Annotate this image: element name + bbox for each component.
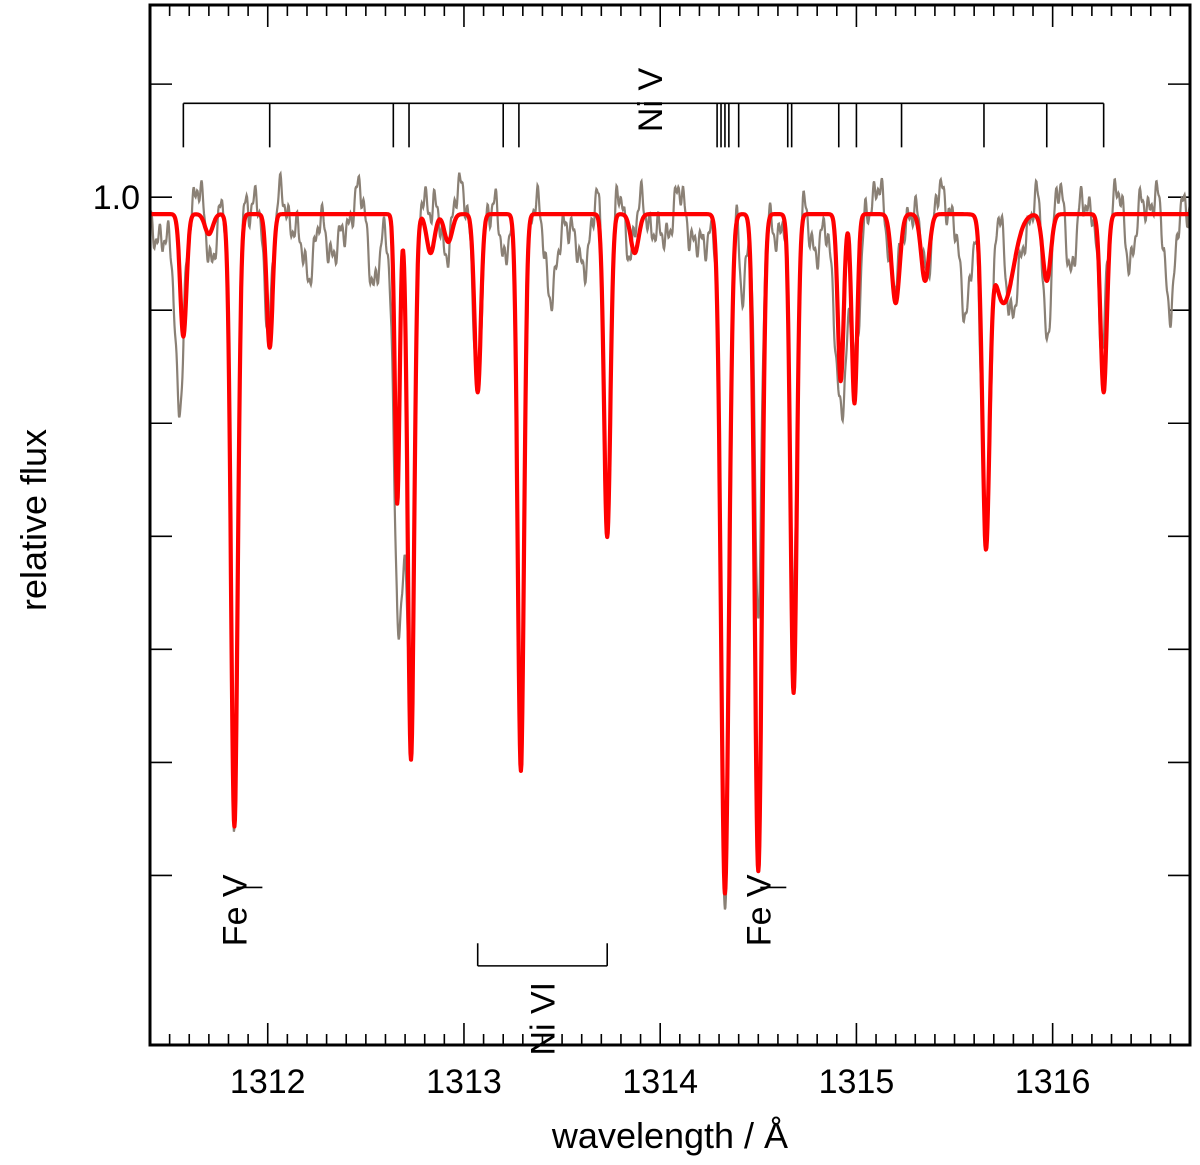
observed-spectrum-line <box>148 170 1191 910</box>
model-spectrum-line <box>148 212 1192 896</box>
x-tick-label: 1313 <box>426 1063 502 1101</box>
x-tick-label: 1315 <box>819 1063 895 1101</box>
ni-v-label: Ni V <box>632 68 670 133</box>
fe-v-2-label: Fe V <box>740 874 778 946</box>
x-tick-label: 1316 <box>1015 1063 1091 1101</box>
y-axis-label: relative flux <box>13 429 54 611</box>
fe-v-1-label: Fe V <box>216 874 254 946</box>
ni-vi-label: Ni VI <box>524 982 562 1056</box>
x-tick-label: 1312 <box>230 1063 306 1101</box>
plot-frame <box>148 3 1192 1047</box>
tick-marks <box>149 5 1191 1045</box>
x-axis-label: wavelength / Å <box>551 1115 788 1156</box>
tick-labels: 1312 1313 1314 1315 1316 1.0 <box>93 179 1091 1101</box>
y-tick-label: 1.0 <box>93 179 140 217</box>
line-identifications: Ni V Fe V Fe V Ni VI <box>182 68 1105 1056</box>
x-tick-label: 1314 <box>622 1063 698 1101</box>
